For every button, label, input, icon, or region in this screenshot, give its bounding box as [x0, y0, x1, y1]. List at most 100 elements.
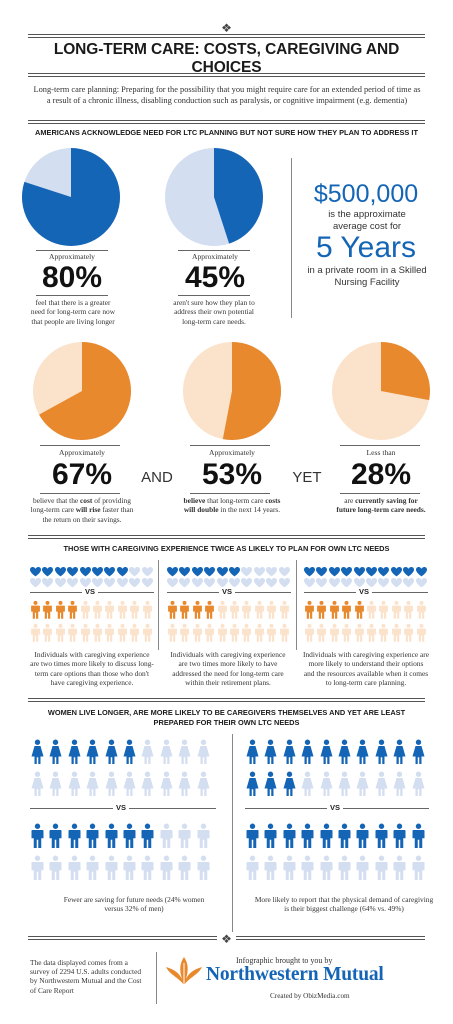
heart-icon [116, 564, 128, 577]
person-icon [304, 600, 315, 625]
person-icon [403, 623, 414, 648]
person-icon [329, 623, 340, 648]
person-icon [192, 623, 203, 648]
person-icon [179, 600, 190, 625]
man-icon [104, 854, 119, 887]
heart-icon [67, 564, 79, 577]
heart-icon [54, 564, 66, 577]
person-icon [92, 600, 103, 625]
heart-icon [129, 575, 141, 588]
person-icon [341, 623, 352, 648]
heart-icon [179, 564, 191, 577]
heart-icon [316, 575, 328, 588]
left-caption: Fewer are saving for future needs (24% w… [63, 895, 205, 914]
man-icon [300, 822, 315, 855]
man-icon [104, 822, 119, 855]
person-icon [217, 600, 228, 625]
person-icon [316, 600, 327, 625]
stat-80-value: 80% [41, 261, 103, 294]
person-icon [179, 623, 190, 648]
heart-icon [67, 575, 79, 588]
person-icon [129, 600, 140, 625]
heart-icon [30, 575, 41, 588]
heart-icon [378, 575, 390, 588]
person-icon [366, 600, 377, 625]
stat-67-caption: believe that the cost of providing long-… [30, 496, 134, 524]
heart-icon [390, 575, 402, 588]
person-icon [391, 600, 402, 625]
woman-icon [177, 770, 192, 803]
heart-icon [353, 564, 365, 577]
heart-icon [92, 575, 103, 588]
woman-icon [122, 738, 137, 771]
man-icon [392, 854, 407, 887]
man-icon [159, 822, 174, 855]
woman-icon [374, 738, 389, 771]
heart-icon [304, 575, 315, 588]
stat-45-value: 45% [184, 261, 246, 294]
person-icon [42, 623, 53, 648]
heart-icon [79, 575, 91, 588]
woman-icon [67, 738, 82, 771]
woman-icon [392, 770, 407, 803]
woman-icon [411, 738, 426, 771]
conjunction-and: AND [141, 469, 173, 486]
man-icon [355, 854, 370, 887]
man-icon [337, 822, 352, 855]
woman-icon [159, 770, 174, 803]
heart-icon [328, 575, 340, 588]
woman-icon [85, 770, 100, 803]
heart-icon [278, 564, 290, 577]
person-icon [254, 600, 265, 625]
person-icon [279, 623, 290, 648]
cost-amount: $500,000 [313, 180, 419, 208]
man-icon [282, 854, 297, 887]
woman-icon [85, 738, 100, 771]
person-icon [217, 623, 228, 648]
person-icon [229, 600, 240, 625]
woman-icon [245, 738, 260, 771]
heart-icon [378, 564, 390, 577]
man-icon [177, 822, 192, 855]
vs-label: VS [327, 803, 344, 812]
person-icon [204, 600, 215, 625]
heart-icon [179, 575, 191, 588]
person-icon [117, 623, 128, 648]
pie-67 [33, 342, 131, 440]
cost-years: 5 Years [315, 231, 417, 264]
woman-icon [282, 770, 297, 803]
person-icon [104, 623, 115, 648]
person-icon [67, 623, 78, 648]
heart-icon [141, 564, 153, 577]
woman-icon [392, 738, 407, 771]
heart-icon [30, 564, 41, 577]
woman-icon [140, 770, 155, 803]
page-title: LONG-TERM CARE: COSTS, CAREGIVING AND CH… [53, 41, 400, 76]
woman-icon [337, 770, 352, 803]
pie-67-slice [39, 342, 131, 440]
person-icon [80, 623, 91, 648]
man-icon [30, 822, 45, 855]
source-note: The data displayed comes from a survey o… [30, 958, 142, 995]
heart-icon [415, 564, 427, 577]
person-icon [42, 600, 53, 625]
person-icon [55, 623, 66, 648]
person-icon [366, 623, 377, 648]
woman-icon [263, 738, 278, 771]
person-icon [279, 600, 290, 625]
woman-icon [245, 770, 260, 803]
panel2-caption: Individuals with caregiving experience a… [170, 650, 286, 688]
woman-icon [122, 770, 137, 803]
man-icon [300, 854, 315, 887]
stat-28-value: 28% [350, 458, 412, 491]
heart-icon [92, 564, 103, 577]
heart-icon [403, 564, 415, 577]
woman-icon [140, 738, 155, 771]
footer-ornament-icon: ❖ [0, 932, 453, 947]
pie-45-slice [214, 148, 263, 244]
panel3-caption: Individuals with caregiving experience a… [303, 650, 429, 688]
man-icon [196, 854, 211, 887]
woman-icon [355, 770, 370, 803]
heart-icon [42, 575, 54, 588]
man-icon [30, 854, 45, 887]
